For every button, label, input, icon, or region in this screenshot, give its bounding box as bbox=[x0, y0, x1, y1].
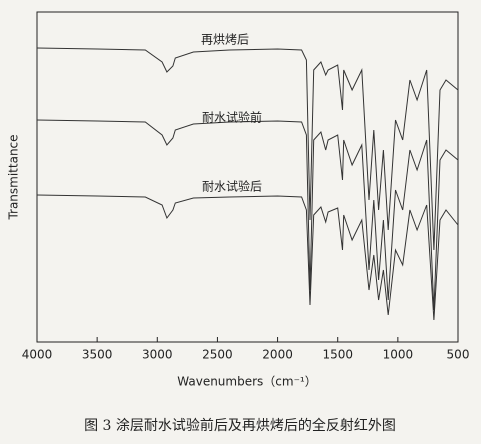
x-tick-label: 4000 bbox=[22, 348, 53, 362]
series-label: 耐水试验前 bbox=[202, 110, 262, 125]
x-tick-label: 2000 bbox=[262, 348, 293, 362]
x-tick-label: 2500 bbox=[202, 348, 233, 362]
spectrum-line bbox=[36, 47, 459, 251]
x-tick-label: 3500 bbox=[82, 348, 113, 362]
series-label: 再烘烤后 bbox=[201, 32, 249, 47]
spectrum-line bbox=[36, 119, 459, 311]
series-label: 耐水试验后 bbox=[202, 179, 262, 194]
y-axis-label: Transmittance bbox=[7, 134, 21, 220]
x-tick-label: 3000 bbox=[142, 348, 173, 362]
x-tick-label: 1500 bbox=[322, 348, 353, 362]
x-axis-label: Wavenumbers（cm⁻¹） bbox=[177, 375, 316, 389]
x-tick-label: 1000 bbox=[383, 348, 414, 362]
plot-frame bbox=[36, 11, 459, 343]
x-tick-label: 500 bbox=[447, 348, 470, 362]
caption: 图 3 涂层耐水试验前后及再烘烤后的全反射红外图 bbox=[84, 417, 396, 434]
spectrum-line bbox=[36, 194, 459, 321]
